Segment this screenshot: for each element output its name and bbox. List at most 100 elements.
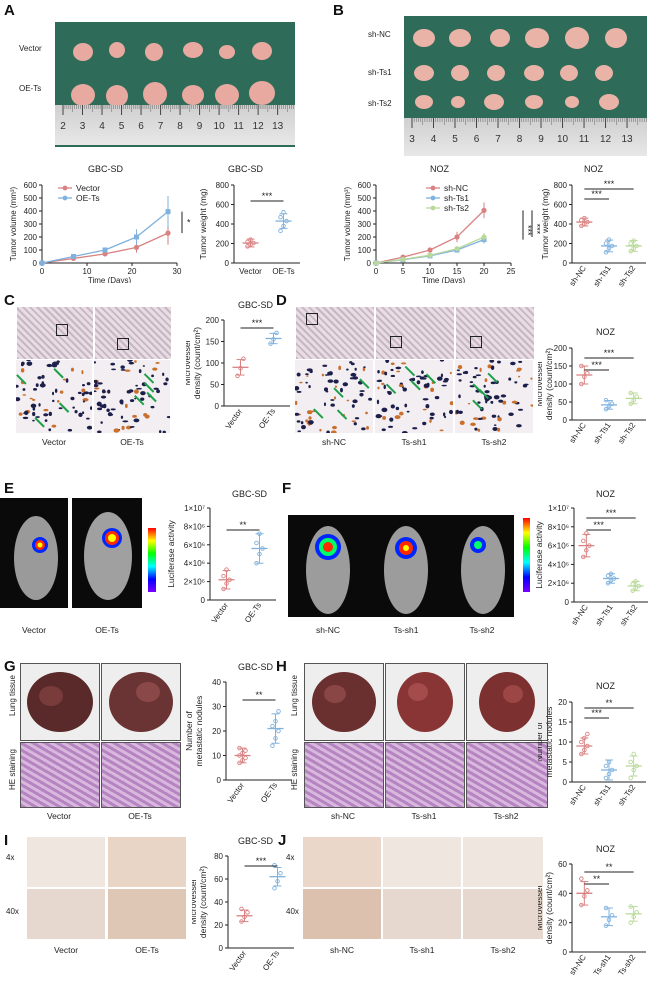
cell-nucleus (22, 416, 29, 420)
y-tick-label: 20 (212, 727, 221, 736)
colorbar-e (148, 528, 156, 592)
colorbar-f (523, 518, 530, 592)
data-point (241, 356, 246, 361)
lung-h-nc (304, 663, 384, 741)
cell-nucleus (449, 371, 452, 375)
cell-nucleus (93, 361, 97, 364)
cell-nucleus (125, 403, 128, 409)
cell-nucleus (32, 398, 36, 401)
chart-e-title: GBC-SD (232, 489, 268, 499)
y-tick-label: 40 (558, 889, 567, 898)
cell-nucleus (297, 430, 302, 433)
x-tick-label: 20 (480, 267, 489, 276)
y-tick-label: 600 (554, 201, 568, 210)
x-tick-label: 20 (128, 267, 137, 276)
cell-nucleus (332, 425, 337, 430)
cell-nucleus (493, 395, 500, 400)
cell-nucleus (487, 364, 492, 369)
y-tick-label: 800 (216, 181, 230, 190)
cell-nucleus (402, 387, 407, 392)
x-axis-label: Time (Days) (422, 276, 466, 283)
cell-nucleus (425, 404, 430, 409)
data-point (579, 876, 584, 881)
y-axis-label: metastatic nodules (194, 696, 204, 767)
y-tick-label: 400 (358, 207, 372, 216)
cell-nucleus (421, 370, 424, 375)
data-point (71, 254, 76, 259)
cell-nucleus (516, 424, 522, 428)
caption-f-ts-sh1: Ts-sh1 (393, 625, 419, 635)
cell-nucleus (439, 429, 444, 432)
cell-nucleus (33, 388, 38, 391)
cell-nucleus (51, 424, 57, 428)
he-h-sh1 (385, 742, 465, 808)
y-tick-label: 1×10⁷ (184, 504, 205, 513)
cell-nucleus (155, 362, 160, 364)
row-label-j-4x: 4x (286, 853, 295, 862)
micro-d-sh1-high-cells (375, 358, 454, 435)
cell-nucleus (119, 399, 124, 404)
x-tick-label: 0 (374, 267, 379, 276)
micro-c-vector-high (14, 359, 95, 433)
cell-nucleus (429, 419, 432, 423)
cell-nucleus (22, 388, 26, 391)
y-tick-label: 200 (216, 240, 230, 249)
legend-label: Vector (76, 183, 100, 193)
ruler-label: 6 (138, 121, 144, 132)
x-category-label: sh-NC (568, 421, 589, 445)
ihc-i-vector-40x (27, 889, 105, 939)
cell-nucleus (156, 389, 160, 394)
data-point (585, 888, 590, 893)
micro-c-vector-high-cells (14, 359, 95, 432)
data-point (278, 214, 283, 220)
cell-nucleus (493, 424, 497, 427)
y-tick-label: 200 (554, 344, 568, 353)
cell-nucleus (37, 376, 42, 380)
row-label-vector: Vector (19, 44, 42, 53)
panel-label-e: E (4, 480, 15, 497)
legend-marker (62, 185, 68, 191)
data-point (165, 209, 171, 215)
vessel-arrow (143, 373, 155, 384)
y-axis-label: Tumor volume (mm³) (343, 186, 352, 261)
y-axis-label: Number of (186, 711, 194, 751)
cell-nucleus (327, 379, 334, 383)
cell-nucleus (423, 377, 427, 380)
cell-nucleus (29, 397, 33, 400)
cell-nucleus (390, 368, 394, 372)
ihc-j-nc-4x (303, 837, 381, 887)
significance-label: *** (591, 708, 602, 718)
cell-nucleus (406, 410, 410, 413)
y-tick-label: 300 (24, 220, 38, 229)
cell-nucleus (456, 369, 461, 372)
ruler-label: 9 (538, 134, 544, 145)
cell-nucleus (473, 417, 479, 421)
legend-label: sh-Ts1 (444, 193, 469, 203)
cell-nucleus (441, 384, 447, 387)
y-tick-label: 2×10⁶ (548, 579, 569, 588)
cell-nucleus (359, 390, 365, 392)
chart-a-volume-title: GBC-SD (88, 164, 124, 174)
y-tick-label: 150 (554, 362, 568, 371)
zoom-box-d-2 (390, 336, 402, 348)
cell-nucleus (108, 413, 114, 416)
cell-nucleus (163, 382, 168, 386)
x-category-label: OE-Ts (257, 407, 277, 430)
cell-nucleus (497, 417, 502, 422)
row-label-i-4x: 4x (6, 853, 15, 862)
cell-nucleus (422, 408, 427, 411)
vessel-arrow (333, 387, 344, 398)
ruler-label: 11 (233, 121, 244, 132)
cell-nucleus (67, 428, 73, 432)
cell-nucleus (89, 406, 93, 410)
ruler-label: 6 (474, 134, 480, 145)
cell-nucleus (474, 427, 478, 431)
panel-label-d: D (276, 292, 287, 309)
cell-nucleus (48, 411, 52, 417)
significance-label: * (187, 217, 191, 227)
cell-nucleus (32, 407, 36, 411)
bli-f-mice (306, 526, 505, 614)
cell-nucleus (434, 396, 440, 400)
cell-nucleus (325, 390, 329, 393)
chart-a-volume: 0 100 200 300 400 500 600 0 10 20 30 Time (Days) Tum… (9, 181, 191, 283)
